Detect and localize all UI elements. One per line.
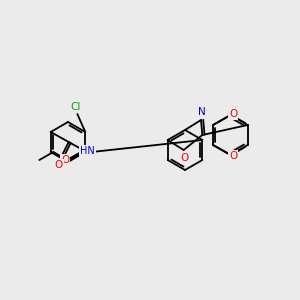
Text: O: O <box>229 109 237 119</box>
Text: O: O <box>229 151 237 161</box>
Text: N: N <box>198 107 206 117</box>
Text: HN: HN <box>80 146 95 156</box>
Text: O: O <box>181 153 189 163</box>
Text: O: O <box>55 160 63 170</box>
Text: O: O <box>61 155 69 165</box>
Text: Cl: Cl <box>70 102 80 112</box>
